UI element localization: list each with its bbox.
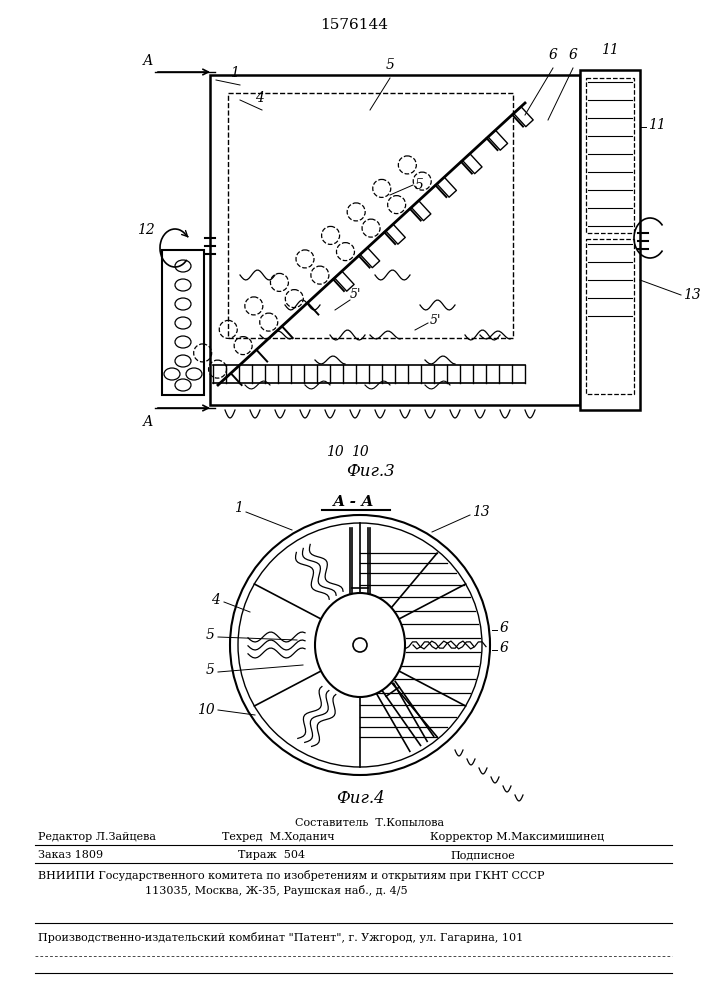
Text: 10: 10 bbox=[326, 445, 344, 459]
Bar bbox=[586, 78, 634, 233]
Text: 1: 1 bbox=[233, 501, 243, 515]
Text: А - А: А - А bbox=[333, 495, 375, 509]
Text: А: А bbox=[143, 415, 153, 429]
Text: 6: 6 bbox=[500, 621, 509, 635]
Text: А: А bbox=[143, 54, 153, 68]
Text: 5': 5' bbox=[350, 288, 361, 302]
Text: Фиг.3: Фиг.3 bbox=[346, 463, 395, 480]
Text: 11: 11 bbox=[601, 43, 619, 57]
Text: ВНИИПИ Государственного комитета по изобретениям и открытиям при ГКНТ СССР: ВНИИПИ Государственного комитета по изоб… bbox=[38, 870, 544, 881]
Text: 5: 5 bbox=[415, 178, 424, 192]
Text: Корректор М.Максимишинец: Корректор М.Максимишинец bbox=[430, 832, 604, 842]
Text: 11: 11 bbox=[648, 118, 666, 132]
Text: 12: 12 bbox=[137, 223, 155, 237]
Text: 4: 4 bbox=[211, 593, 220, 607]
Text: 5: 5 bbox=[206, 628, 215, 642]
Text: Заказ 1809: Заказ 1809 bbox=[38, 850, 103, 860]
Text: 1576144: 1576144 bbox=[320, 18, 388, 32]
Text: 10: 10 bbox=[351, 445, 369, 459]
Circle shape bbox=[230, 515, 490, 775]
Text: 13: 13 bbox=[683, 288, 701, 302]
Text: 6: 6 bbox=[500, 641, 509, 655]
Text: 5: 5 bbox=[206, 663, 215, 677]
Bar bbox=[586, 239, 634, 394]
Text: Техред  М.Ходанич: Техред М.Ходанич bbox=[222, 832, 334, 842]
Text: 6: 6 bbox=[549, 48, 557, 62]
Text: 4: 4 bbox=[255, 91, 264, 105]
Text: 6: 6 bbox=[568, 48, 578, 62]
Text: 113035, Москва, Ж-35, Раушская наб., д. 4/5: 113035, Москва, Ж-35, Раушская наб., д. … bbox=[145, 885, 408, 896]
Text: 5: 5 bbox=[385, 58, 395, 72]
Text: Составитель  Т.Копылова: Составитель Т.Копылова bbox=[295, 818, 444, 828]
Bar bbox=[580, 70, 640, 410]
Text: Тираж  504: Тираж 504 bbox=[238, 850, 305, 860]
Ellipse shape bbox=[315, 593, 405, 697]
Text: 13: 13 bbox=[472, 505, 490, 519]
Text: Редактор Л.Зайцева: Редактор Л.Зайцева bbox=[38, 832, 156, 842]
Text: Фиг.4: Фиг.4 bbox=[336, 790, 385, 807]
Bar bbox=[228, 93, 513, 338]
Text: 1: 1 bbox=[230, 66, 239, 80]
Text: Подписное: Подписное bbox=[450, 850, 515, 860]
Circle shape bbox=[238, 523, 482, 767]
Text: 10: 10 bbox=[197, 703, 215, 717]
Text: 5': 5' bbox=[430, 314, 441, 326]
Bar bbox=[162, 250, 204, 395]
Bar bbox=[210, 75, 580, 405]
Text: Производственно-издательский комбинат "Патент", г. Ужгород, ул. Гагарина, 101: Производственно-издательский комбинат "П… bbox=[38, 932, 523, 943]
